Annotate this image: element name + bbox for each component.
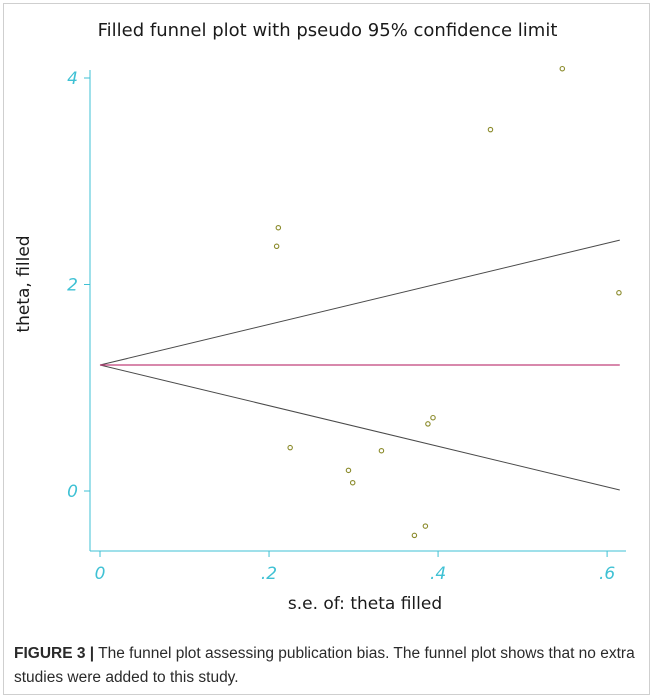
y-tick-label: 0 <box>67 482 78 502</box>
x-tick-label: 0 <box>95 564 106 584</box>
data-point <box>487 126 494 133</box>
data-point <box>345 467 352 474</box>
x-tick-label: .2 <box>261 564 277 584</box>
data-point <box>349 479 356 486</box>
data-point <box>411 532 418 539</box>
data-point <box>430 414 436 421</box>
data-point <box>287 444 293 451</box>
data-point <box>559 65 566 72</box>
lower-confidence-limit-line <box>99 364 620 491</box>
x-axis-label: s.e. of: theta filled <box>287 594 443 614</box>
figure-frame <box>3 3 650 695</box>
y-tick-label: 2 <box>67 276 78 296</box>
data-point <box>378 447 385 454</box>
figure-caption-text: The funnel plot assessing publication bi… <box>14 645 635 686</box>
data-point <box>616 290 622 296</box>
chart-title: Filled funnel plot with pseudo 95% confi… <box>97 20 558 41</box>
data-point <box>275 224 282 231</box>
upper-confidence-limit-line <box>99 239 620 366</box>
data-point <box>273 243 280 250</box>
figure-caption-label: FIGURE 3 | <box>14 645 95 662</box>
funnel-plot: 0 2 4 0 .2 .4 .6 <box>67 65 626 584</box>
y-tick-label: 4 <box>67 69 78 89</box>
x-tick-label: .6 <box>599 564 615 584</box>
data-point <box>422 523 429 529</box>
x-tick-label: .4 <box>430 564 446 584</box>
y-axis-label-text: theta, filled <box>14 235 34 333</box>
data-point <box>425 421 431 427</box>
figure-caption: FIGURE 3 | The funnel plot assessing pub… <box>14 642 639 690</box>
